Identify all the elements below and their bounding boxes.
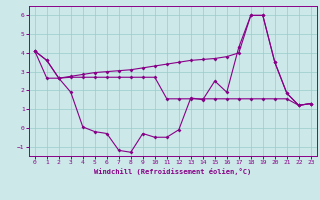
- X-axis label: Windchill (Refroidissement éolien,°C): Windchill (Refroidissement éolien,°C): [94, 168, 252, 175]
